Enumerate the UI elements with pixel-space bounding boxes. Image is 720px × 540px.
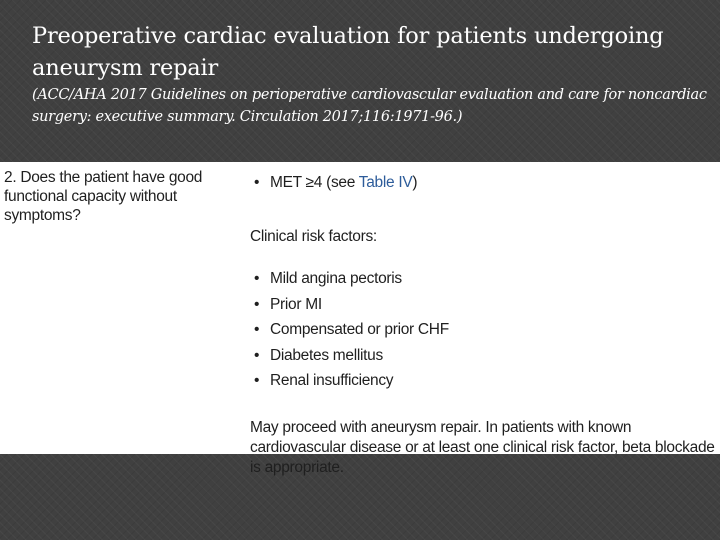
met-close-paren: ) bbox=[412, 174, 418, 191]
list-item: • Compensated or prior CHF bbox=[250, 321, 720, 347]
met-label: MET ≥4 (see bbox=[270, 174, 359, 191]
slide-title: Preoperative cardiac evaluation for pati… bbox=[32, 23, 664, 81]
table-iv-link[interactable]: Table IV bbox=[358, 174, 413, 191]
bullet-icon: • bbox=[254, 174, 260, 191]
guideline-figure-panel: 2. Does the patient have good functional… bbox=[0, 162, 720, 476]
list-item: • Diabetes mellitus bbox=[250, 347, 720, 373]
question-text: 2. Does the patient have good functional… bbox=[4, 169, 203, 224]
bullet-icon: • bbox=[254, 270, 260, 287]
bullet-icon: • bbox=[254, 372, 260, 389]
risk-factor-label: Prior MI bbox=[270, 295, 322, 313]
risk-factor-label: Compensated or prior CHF bbox=[270, 321, 449, 338]
bullet-icon: • bbox=[254, 346, 260, 364]
list-item: • Mild angina pectoris bbox=[250, 270, 720, 296]
risk-factor-list: • Mild angina pectoris • Prior MI • Comp… bbox=[250, 270, 720, 398]
risk-factor-label: Renal insufficiency bbox=[270, 372, 394, 389]
bullet-icon: • bbox=[254, 295, 260, 313]
risk-factor-label: Diabetes mellitus bbox=[270, 346, 383, 364]
bullet-icon: • bbox=[254, 321, 260, 338]
list-item: • Renal insufficiency bbox=[250, 372, 720, 398]
slide-subtitle-citation: (ACC/AHA 2017 Guidelines on perioperativ… bbox=[32, 87, 707, 125]
list-item: • Prior MI bbox=[250, 296, 720, 322]
risk-factor-label: Mild angina pectoris bbox=[270, 270, 402, 287]
clinical-risk-heading: Clinical risk factors: bbox=[250, 228, 377, 245]
conclusion-text: May proceed with aneurysm repair. In pat… bbox=[250, 419, 715, 476]
